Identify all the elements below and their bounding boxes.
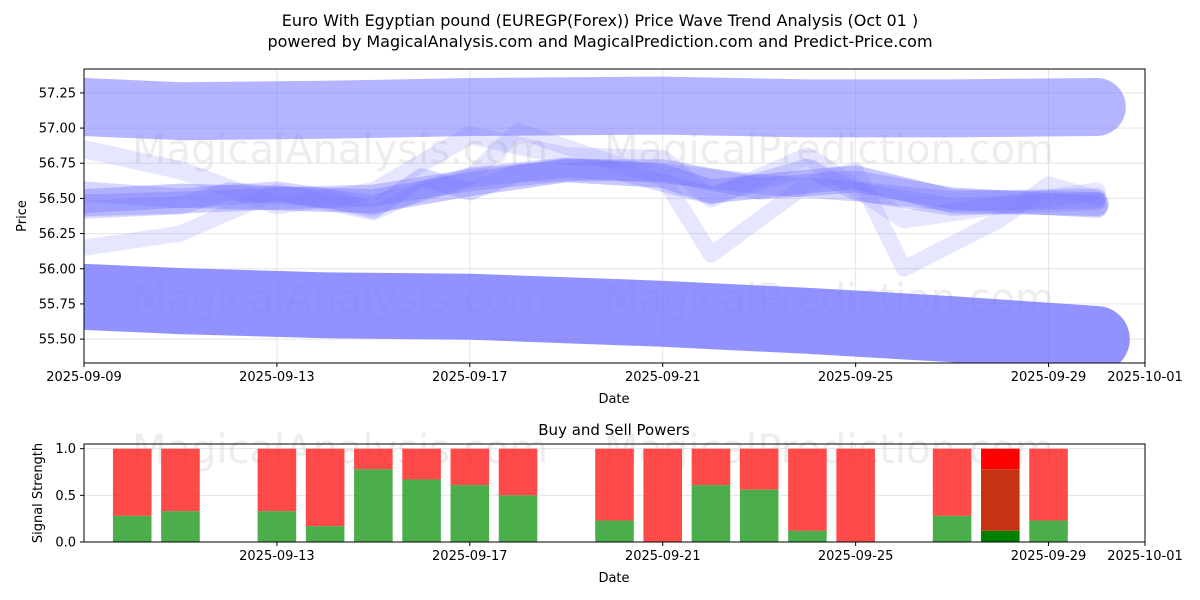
bar-sell <box>595 448 634 521</box>
bar-buy <box>305 526 345 542</box>
price-x-tick-label: 2025-09-21 <box>625 370 701 385</box>
price-y-ticks: 55.50 55.75 56.00 56.25 56.50 56.75 57.00 57.25 <box>39 86 84 348</box>
bar-buy <box>691 485 731 542</box>
price-y-tick-label: 56.25 <box>39 227 76 242</box>
signal-x-label: Date <box>598 571 629 586</box>
price-panel: MagicalAnalysis.com MagicalPrediction.co… <box>15 68 1183 407</box>
bar-mixed <box>981 469 1020 531</box>
price-y-tick-label: 56.50 <box>39 192 76 207</box>
signal-x-tick-label: 2025-09-29 <box>1011 549 1087 564</box>
series-upper-band <box>84 76 1126 141</box>
series-mid-wave-3 <box>84 157 1107 216</box>
bar-buy <box>402 479 441 542</box>
bar-sell <box>305 448 345 527</box>
series-mid-wave-2 <box>84 159 1108 218</box>
price-y-tick-label: 56.75 <box>39 157 76 172</box>
price-y-tick-label: 57.00 <box>39 122 76 137</box>
price-x-tick-label: 2025-09-29 <box>1011 370 1087 385</box>
bar-sell <box>354 448 393 470</box>
price-x-tick-label: 2025-09-25 <box>818 370 894 385</box>
bar-sell <box>1029 448 1068 521</box>
price-series-group <box>84 76 1130 363</box>
signal-panel: Buy and Sell Powers MagicalAnalysis.com … <box>31 421 1183 586</box>
bar-buy <box>1029 520 1068 542</box>
bar-buy <box>257 511 297 542</box>
signal-x-tick-label: 2025-09-25 <box>818 549 894 564</box>
bar-sell <box>498 448 538 496</box>
price-y-tick-label: 56.00 <box>39 262 76 277</box>
bar-buy-strong <box>981 530 1020 542</box>
bar-buy <box>788 530 827 542</box>
price-x-label: Date <box>598 392 629 407</box>
chart-subtitle: powered by MagicalAnalysis.com and Magic… <box>267 32 932 51</box>
price-x-tick-label: 2025-09-17 <box>432 370 508 385</box>
series-mid-wave-4 <box>84 158 1106 219</box>
signal-y-ticks: 0.0 0.5 1.0 <box>55 442 84 551</box>
price-y-tick-label: 55.75 <box>39 297 76 312</box>
bar-sell-strong <box>981 448 1020 470</box>
price-x-tick-label: 2025-09-09 <box>46 370 122 385</box>
bar-sell <box>932 448 972 516</box>
bar-buy <box>354 469 393 542</box>
bar-sell <box>402 448 441 480</box>
signal-y-label: Signal Strength <box>31 443 46 543</box>
price-y-tick-label: 55.50 <box>39 333 76 348</box>
price-x-ticks: 2025-09-09 2025-09-13 2025-09-17 2025-09-21… <box>46 363 1183 385</box>
bar-buy <box>595 520 634 542</box>
bar-buy <box>112 515 152 542</box>
price-x-tick-label: 2025-10-01 <box>1107 370 1183 385</box>
bar-sell <box>836 448 875 542</box>
bar-sell <box>643 448 683 542</box>
series-wide-wave-2 <box>84 126 1106 229</box>
bar-sell <box>788 448 827 531</box>
bar-sell <box>450 448 490 486</box>
signal-x-tick-label: 2025-10-01 <box>1107 549 1183 564</box>
signal-x-tick-label: 2025-09-13 <box>239 549 315 564</box>
signal-y-tick-label: 0.5 <box>55 489 76 504</box>
bar-buy <box>161 511 200 542</box>
series-mid-wave-1 <box>84 158 1109 216</box>
bar-sell <box>691 448 731 486</box>
bar-sell <box>112 448 152 516</box>
price-y-tick-label: 57.25 <box>39 86 76 101</box>
signal-x-tick-label: 2025-09-21 <box>625 549 701 564</box>
signal-y-tick-label: 0.0 <box>55 536 76 551</box>
price-plot-frame <box>83 68 1146 364</box>
bar-buy <box>498 495 538 542</box>
series-wide-wave-1 <box>84 122 1105 277</box>
signal-title: Buy and Sell Powers <box>538 421 690 439</box>
bar-sell <box>739 448 779 490</box>
bar-sell <box>161 448 200 512</box>
signal-x-ticks: 2025-09-13 2025-09-17 2025-09-21 2025-09-25… <box>239 542 1183 564</box>
bar-buy <box>932 515 972 542</box>
price-x-tick-label: 2025-09-13 <box>239 370 315 385</box>
signal-plot-frame <box>83 443 1146 543</box>
signal-x-tick-label: 2025-09-17 <box>432 549 508 564</box>
bar-sell <box>257 448 297 512</box>
chart-title: Euro With Egyptian pound (EUREGP(Forex))… <box>282 11 918 30</box>
price-y-label: Price <box>15 200 30 232</box>
bar-buy <box>450 485 490 542</box>
series-lower-band <box>84 263 1130 363</box>
signal-y-tick-label: 1.0 <box>55 442 76 457</box>
bar-buy <box>739 489 779 542</box>
signal-bars-group <box>112 448 1068 542</box>
